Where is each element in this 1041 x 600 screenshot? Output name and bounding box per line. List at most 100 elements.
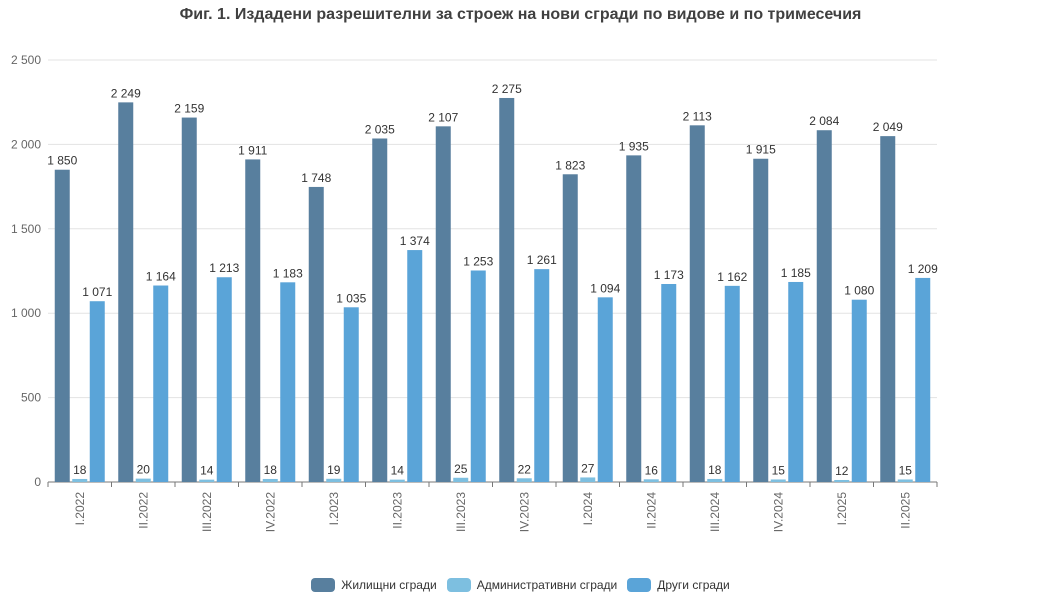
bar (89, 301, 105, 482)
bar (707, 478, 723, 482)
data-label: 2 275 (492, 82, 522, 96)
data-label: 1 173 (654, 268, 684, 282)
legend-item[interactable]: Жилищни сгради (311, 578, 437, 592)
bar (181, 117, 197, 483)
bar (135, 478, 151, 482)
data-label: 18 (708, 463, 722, 477)
legend-swatch (311, 578, 336, 592)
data-label: 20 (137, 463, 151, 477)
data-label: 18 (264, 463, 278, 477)
bar (245, 159, 261, 482)
data-label: 1 823 (555, 158, 585, 172)
bar (626, 155, 642, 482)
x-tick-label: III.2023 (454, 492, 468, 532)
x-tick-label: I.2024 (581, 492, 595, 526)
data-label: 1 253 (463, 254, 493, 268)
data-label: 2 113 (683, 109, 712, 123)
bar (689, 125, 705, 483)
data-label: 1 071 (82, 285, 112, 299)
bar (308, 186, 324, 482)
data-label: 1 748 (301, 171, 331, 185)
x-tick-label: II.2023 (390, 492, 404, 529)
data-label: 15 (772, 463, 786, 477)
data-label: 18 (73, 463, 87, 477)
data-label: 1 162 (717, 270, 747, 284)
bar (897, 479, 913, 482)
bar (407, 250, 423, 482)
data-label: 1 164 (146, 270, 176, 284)
data-label: 2 249 (111, 86, 141, 100)
data-label: 1 911 (238, 143, 267, 157)
legend-item[interactable]: Други сгради (627, 578, 730, 592)
y-tick-label: 2 500 (11, 53, 41, 67)
x-tick-label: IV.2023 (517, 492, 531, 533)
data-label: 22 (518, 462, 532, 476)
x-tick-label: III.2022 (200, 492, 214, 532)
legend-swatch (627, 578, 652, 592)
bar (661, 283, 677, 482)
x-tick-label: III.2024 (708, 492, 722, 532)
data-label: 1 850 (47, 154, 77, 168)
x-tick-label: IV.2022 (263, 492, 277, 533)
bar (389, 479, 405, 482)
y-tick-label: 0 (34, 475, 41, 489)
bar (326, 478, 342, 482)
data-label: 19 (327, 463, 341, 477)
x-tick-label: II.2025 (898, 492, 912, 529)
data-label: 1 185 (781, 266, 811, 280)
legend-item[interactable]: Административни сгради (446, 578, 617, 592)
bar (788, 281, 804, 482)
bar (470, 270, 486, 482)
bar (343, 307, 359, 482)
bar (453, 477, 469, 482)
data-label: 2 049 (873, 120, 903, 134)
data-label: 1 935 (619, 139, 649, 153)
x-tick-label: I.2022 (73, 492, 87, 526)
data-label: 2 084 (809, 114, 839, 128)
bar (516, 478, 532, 482)
bar (72, 478, 88, 482)
bar (915, 277, 931, 482)
bar (118, 102, 134, 482)
bar (372, 138, 388, 482)
bar (199, 479, 215, 482)
bar (534, 269, 550, 482)
data-label: 1 374 (400, 234, 430, 248)
legend: Жилищни сгради Административни сгради Друг… (0, 578, 1041, 592)
bar (280, 282, 296, 482)
data-label: 27 (581, 461, 595, 475)
y-tick-label: 1 000 (11, 306, 41, 320)
bar (435, 126, 451, 482)
y-tick-label: 500 (21, 391, 41, 405)
chart-title: Фиг. 1. Издадени разрешителни за строеж … (179, 6, 862, 23)
data-label: 12 (835, 464, 849, 478)
data-label: 25 (454, 462, 468, 476)
x-tick-label: II.2022 (136, 492, 150, 529)
bar (724, 285, 740, 482)
data-label: 1 094 (590, 281, 620, 295)
bar (770, 479, 786, 482)
x-tick-label: II.2024 (644, 492, 658, 529)
x-tick-label: IV.2024 (771, 492, 785, 533)
data-label: 1 183 (273, 266, 303, 280)
y-tick-label: 1 500 (11, 222, 41, 236)
data-label: 16 (645, 463, 659, 477)
data-label: 1 209 (908, 262, 938, 276)
legend-swatch (446, 578, 471, 592)
bar (262, 478, 278, 482)
bar (851, 299, 867, 482)
data-label: 14 (391, 464, 405, 478)
bar (643, 479, 659, 482)
bar (834, 479, 850, 482)
data-label: 1 261 (527, 253, 557, 267)
bar (580, 477, 596, 482)
bar (597, 297, 613, 482)
data-label: 2 107 (428, 110, 458, 124)
data-label: 1 213 (209, 261, 239, 275)
y-tick-label: 2 000 (11, 137, 41, 151)
legend-label: Други сгради (657, 578, 730, 592)
bar (54, 169, 70, 482)
bar (216, 277, 232, 482)
